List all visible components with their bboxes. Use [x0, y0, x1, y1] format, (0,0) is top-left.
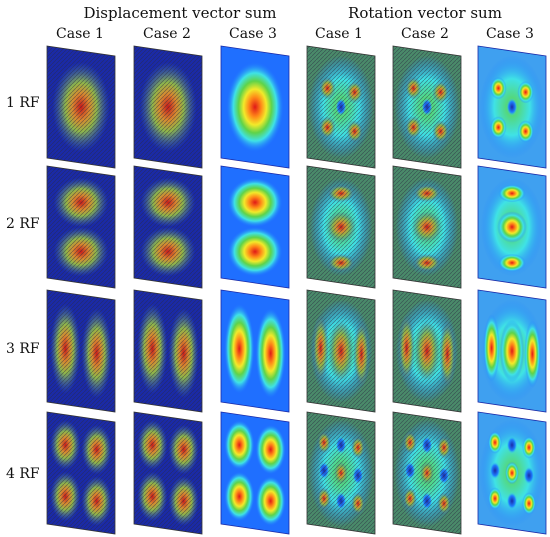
contour-panel [306, 289, 376, 413]
column-header-disp-case1: Case 1 [56, 26, 104, 42]
contour-panel [133, 411, 203, 535]
contour-panel [220, 289, 290, 413]
column-header-rot-case3: Case 3 [486, 26, 534, 42]
contour-panel [392, 289, 462, 413]
contour-panel [392, 411, 462, 535]
row-label-2rf: 2 RF [6, 216, 40, 232]
contour-panel [392, 45, 462, 169]
contour-panel [220, 411, 290, 535]
contour-panel [306, 411, 376, 535]
contour-panel [477, 289, 547, 413]
column-header-rot-case2: Case 2 [401, 26, 449, 42]
contour-panel [477, 165, 547, 289]
contour-panel [46, 165, 116, 289]
contour-panel [477, 45, 547, 169]
contour-panel [220, 45, 290, 169]
contour-panel [133, 289, 203, 413]
contour-panel [220, 165, 290, 289]
row-label-4rf: 4 RF [6, 466, 40, 482]
contour-panel [477, 411, 547, 535]
contour-panel [46, 411, 116, 535]
row-label-1rf: 1 RF [6, 95, 40, 111]
contour-panel [46, 45, 116, 169]
contour-panel [306, 45, 376, 169]
column-group-displacement: Displacement vector sum [83, 4, 277, 22]
row-label-3rf: 3 RF [6, 341, 40, 357]
column-group-rotation: Rotation vector sum [348, 4, 502, 22]
contour-panel [133, 165, 203, 289]
column-header-disp-case2: Case 2 [143, 26, 191, 42]
contour-panel [306, 165, 376, 289]
contour-panel [392, 165, 462, 289]
column-header-disp-case3: Case 3 [229, 26, 277, 42]
contour-panel [133, 45, 203, 169]
column-header-rot-case1: Case 1 [315, 26, 363, 42]
contour-panel [46, 289, 116, 413]
